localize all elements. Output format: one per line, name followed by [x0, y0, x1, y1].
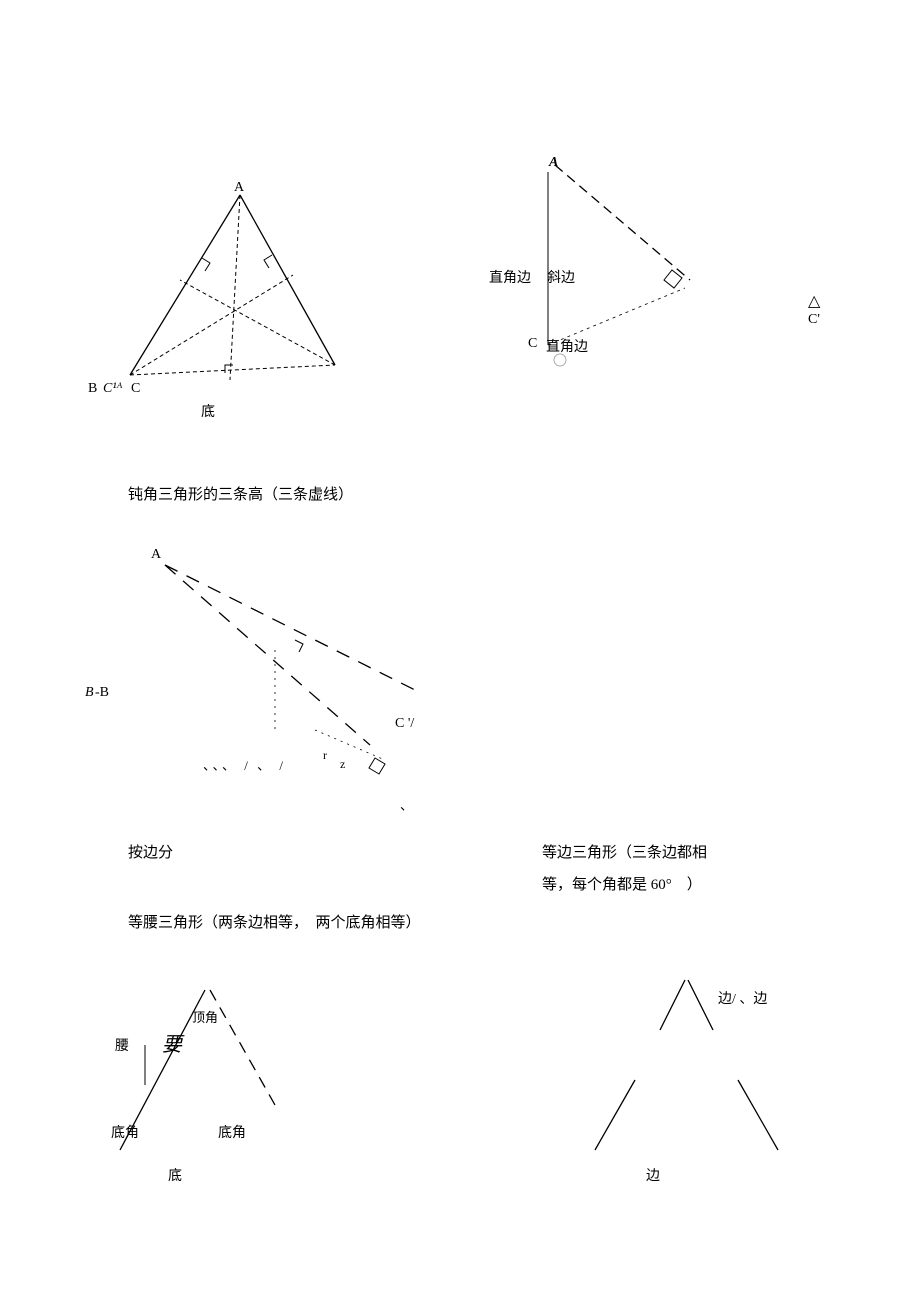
- fig2-label-leg1: 直角边: [489, 267, 531, 287]
- isosceles-text: 等腰三角形（两条边相等， 两个底角相等）: [128, 908, 421, 938]
- fig4-base-angle-l: 底角: [111, 1122, 139, 1142]
- fig3-label-r: r: [323, 748, 327, 763]
- fig4-base-angle-r: 底角: [218, 1122, 246, 1142]
- equilateral-text-2: 等，每个角都是 60° ）: [542, 870, 702, 900]
- fig2-label-C: C: [528, 336, 537, 352]
- fig3-label-z: z: [340, 757, 345, 772]
- fig3-label-Cp: C '/: [395, 716, 414, 732]
- fig4-leg: 腰: [115, 1035, 129, 1055]
- obtuse-triangle-altitudes-diagram: [75, 155, 355, 415]
- fig2-label-hyp: 斜边: [547, 267, 575, 287]
- fig3-label-A: A: [151, 547, 161, 563]
- right-triangle-diagram: [500, 150, 800, 380]
- equilateral-text-1: 等边三角形（三条边都相: [542, 838, 707, 868]
- fig3-label-mark2: 、: [400, 795, 413, 814]
- fig2-label-A: A: [549, 155, 558, 171]
- fig3-caption: 钝角三角形的三条高（三条虚线）: [128, 480, 353, 510]
- fig3-label-marks: 、、、 / 、 /: [203, 755, 286, 774]
- fig2-label-leg2: 直角边: [546, 336, 588, 356]
- fig4-yao: 要: [162, 1028, 182, 1057]
- fig5-side-bottom: 边: [646, 1165, 660, 1185]
- fig2-label-tri: △: [808, 291, 820, 311]
- fig3-label-Bdash: -B: [95, 685, 109, 701]
- fig5-side-top: 边/ 、边: [718, 988, 767, 1008]
- fig4-apex: 顶角: [192, 1007, 218, 1026]
- fig1-label-B: B: [88, 381, 97, 397]
- fig1-label-bottom: 底: [201, 401, 215, 421]
- fig1-label-C1A: C¹ᴬ: [103, 381, 122, 397]
- fig1-label-A: A: [234, 180, 244, 196]
- isosceles-triangle-diagram: [85, 965, 335, 1185]
- fig2-label-Cp: C': [808, 312, 820, 328]
- fig3-label-Bi: B: [85, 685, 94, 701]
- fig1-label-C: C: [131, 381, 140, 397]
- equilateral-triangle-diagram: [560, 960, 810, 1180]
- by-side-heading: 按边分: [128, 838, 173, 868]
- obtuse-triangle-sketch: [85, 530, 455, 830]
- fig4-base: 底: [168, 1165, 182, 1185]
